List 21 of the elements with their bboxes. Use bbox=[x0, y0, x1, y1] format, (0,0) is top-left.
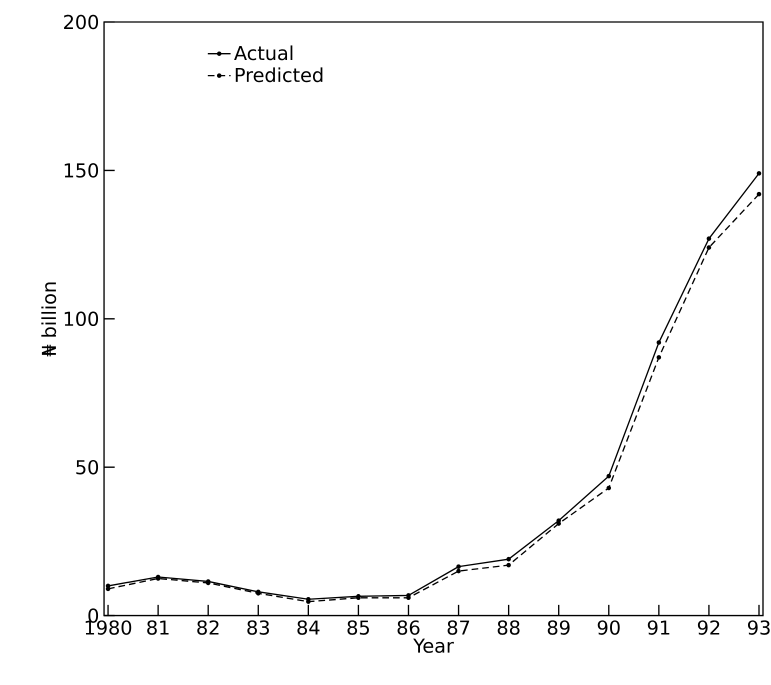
x-tick-label: 92 bbox=[698, 620, 720, 635]
x-tick-label: 88 bbox=[498, 620, 520, 635]
y-tick-label: 100 bbox=[64, 312, 98, 326]
y-tick-label: 50 bbox=[76, 460, 98, 474]
y-tick-label: 150 bbox=[64, 163, 98, 178]
x-tick-label: 82 bbox=[197, 620, 218, 635]
x-tick-label: 89 bbox=[548, 620, 570, 635]
x-tick-label: 93 bbox=[748, 620, 770, 635]
x-tick-label: 85 bbox=[347, 620, 369, 635]
legend-label: Actual bbox=[234, 45, 292, 60]
x-tick-label: 91 bbox=[648, 620, 670, 635]
legend-label: Predicted bbox=[236, 67, 322, 82]
x-tick-label: 86 bbox=[398, 620, 420, 635]
x-tick-label: 84 bbox=[297, 620, 320, 635]
x-tick-label: 87 bbox=[448, 620, 470, 635]
x-tick-label: 81 bbox=[147, 620, 169, 635]
y-axis-title: ₦ billion bbox=[41, 282, 56, 356]
x-tick-label: 90 bbox=[598, 620, 620, 635]
y-tick-label: 200 bbox=[64, 14, 98, 30]
x-axis-title: Year bbox=[413, 638, 454, 653]
x-tick-label: 83 bbox=[247, 620, 269, 635]
